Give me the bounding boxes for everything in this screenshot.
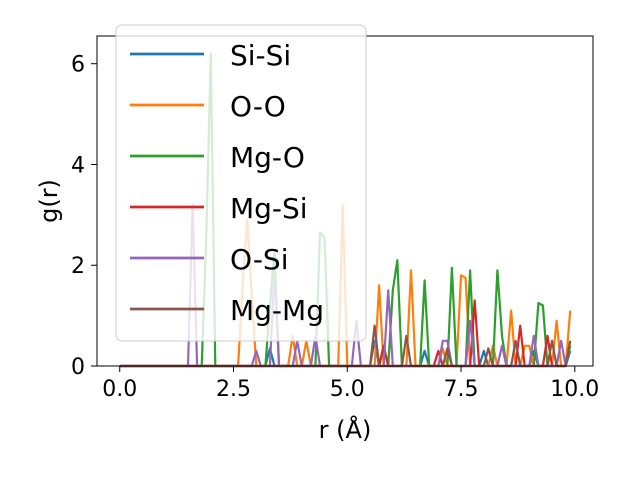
legend-label: Mg-O <box>230 141 305 174</box>
legend-label: O-Si <box>230 243 288 276</box>
x-tick-label: 5.0 <box>330 377 365 402</box>
x-tick-label: 10.0 <box>550 377 599 402</box>
y-tick-label: 6 <box>71 53 85 78</box>
x-tick-label: 2.5 <box>216 377 251 402</box>
legend-label: Mg-Mg <box>230 294 324 327</box>
legend-label: O-O <box>230 90 286 123</box>
series-line-mg-si <box>119 299 572 368</box>
y-tick-label: 0 <box>71 355 85 380</box>
x-tick-label: 0.0 <box>102 377 137 402</box>
x-tick-label: 7.5 <box>444 377 479 402</box>
y-tick-label: 4 <box>71 153 85 178</box>
legend-label: Si-Si <box>230 39 291 72</box>
y-axis: 0 2 4 6 <box>71 53 97 380</box>
legend-label: Mg-Si <box>230 192 308 225</box>
x-axis-label: r (Å) <box>319 415 372 444</box>
y-axis-label: g(r) <box>35 179 63 223</box>
legend: Si-Si O-O Mg-O Mg-Si O-Si Mg-Mg <box>115 24 367 342</box>
x-axis: 0.0 2.5 5.0 7.5 10.0 <box>102 366 599 402</box>
y-tick-label: 2 <box>71 254 85 279</box>
